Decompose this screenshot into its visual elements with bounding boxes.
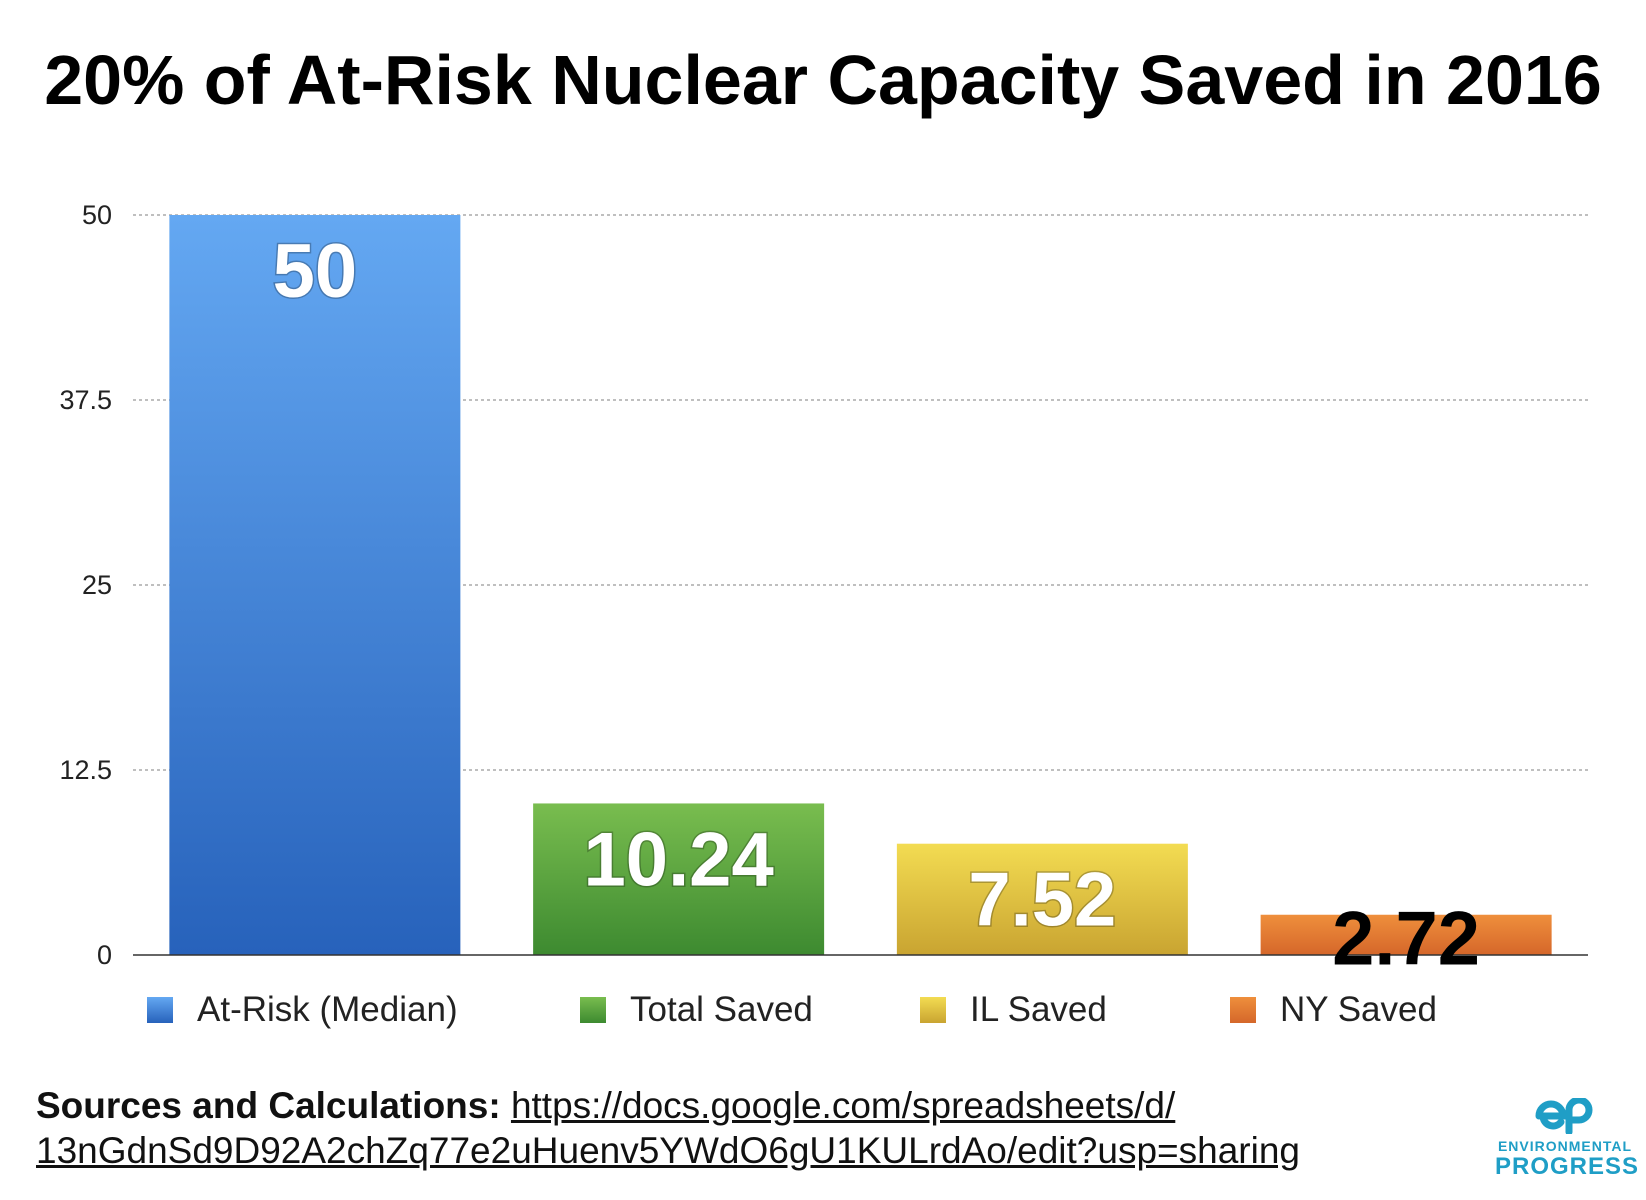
bar-il-saved [896, 843, 1188, 955]
bar-ny-saved [1260, 914, 1552, 955]
environmental-progress-logo: ENVIRONMENTAL PROGRESS [1495, 1098, 1640, 1180]
bar-value-labels: 50 10.24 7.52 2.72 [271, 228, 1480, 981]
ep-logo-icon [1535, 1098, 1593, 1134]
legend-label: NY Saved [1280, 990, 1437, 1029]
y-tick-label: 50 [82, 200, 112, 230]
bar-value-label: 7.52 [968, 858, 1116, 943]
bar-value-label: 10.24 [584, 817, 774, 902]
bars [169, 215, 1552, 955]
legend-swatch [920, 997, 946, 1023]
sources-link-line2[interactable]: 13nGdnSd9D92A2chZq77e2uHuenv5YWdO6gU1KUL… [36, 1130, 1300, 1171]
bar-total-saved [533, 803, 825, 955]
legend-item: At-Risk (Median) [147, 985, 458, 1035]
bar-value-label: 2.72 [1332, 897, 1480, 980]
chart-title: 20% of At-Risk Nuclear Capacity Saved in… [44, 41, 1602, 119]
legend-swatch [147, 997, 173, 1023]
sources-link-line1[interactable]: https://docs.google.com/spreadsheets/d/ [510, 1085, 1176, 1126]
legend-swatch [1230, 997, 1256, 1023]
legend-swatch [580, 997, 606, 1023]
y-tick-label: 25 [82, 570, 112, 600]
legend-item: IL Saved [920, 985, 1107, 1035]
sources-label: Sources and Calculations: [36, 1085, 501, 1126]
legend-item: NY Saved [1230, 985, 1437, 1035]
legend: At-Risk (Median) Total Saved IL Saved NY Sa… [0, 985, 1646, 1035]
bar-chart: 0 12.5 25 37.5 50 50 10.24 7.52 2.72 [59, 200, 1588, 981]
legend-label: At-Risk (Median) [197, 990, 458, 1029]
legend-label: Total Saved [630, 990, 813, 1029]
y-tick-label: 37.5 [59, 385, 112, 415]
bar-at-risk-median [169, 215, 461, 955]
y-tick-label: 0 [97, 940, 112, 970]
bar-value-label: 50 [273, 229, 358, 314]
legend-label: IL Saved [970, 990, 1107, 1029]
y-axis-ticks: 0 12.5 25 37.5 50 [59, 200, 112, 970]
logo-text-progress: PROGRESS [1495, 1153, 1640, 1180]
logo-text-environmental: ENVIRONMENTAL [1497, 1138, 1633, 1154]
y-tick-label: 12.5 [59, 755, 112, 785]
sources-note: Sources and Calculations: https://docs.g… [36, 1083, 1300, 1173]
legend-item: Total Saved [580, 985, 813, 1035]
